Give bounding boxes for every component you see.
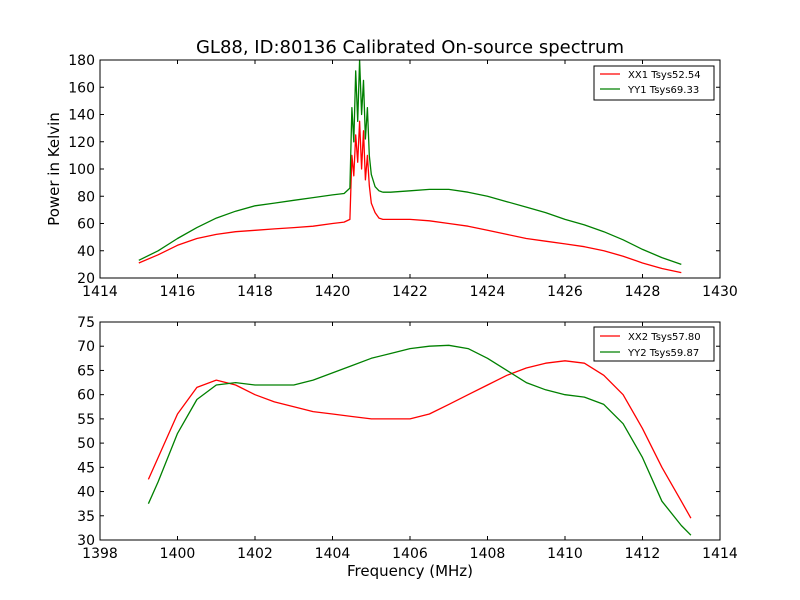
top-series-line-xx1 [138, 120, 682, 274]
bottom-x-tick-label: 1400 [160, 546, 196, 562]
bottom-y-tick-label: 35 [77, 509, 95, 525]
top-legend-label-yy1: YY1 Tsys69.33 [627, 85, 699, 96]
top-x-tick-label: 1422 [392, 284, 428, 300]
y-axis-label: Power in Kelvin [45, 112, 63, 226]
top-y-tick-label: 20 [77, 271, 95, 287]
top-x-tick-label: 1426 [547, 284, 583, 300]
bottom-legend-label-yy2: YY2 Tsys59.87 [627, 348, 699, 359]
bottom-x-tick-label: 1402 [237, 546, 273, 562]
bottom-y-tick-label: 45 [77, 460, 95, 476]
bottom-x-tick-label: 1414 [702, 546, 738, 562]
top-y-tick-label: 80 [77, 189, 95, 205]
bottom-x-tick-label: 1410 [547, 546, 583, 562]
top-y-tick-label: 180 [68, 53, 95, 69]
top-legend-label-xx1: XX1 Tsys52.54 [628, 70, 701, 81]
bottom-y-tick-label: 50 [77, 436, 95, 452]
top-ticks: 1414 1416 1418 1420 1422 1424 1426 1428 1430 20 40… [68, 53, 738, 300]
top-legend-box [593, 65, 715, 101]
top-y-tick-label: 100 [68, 162, 95, 178]
bottom-y-tick-label: 65 [77, 363, 95, 379]
top-x-tick-label: 1416 [160, 284, 196, 300]
top-legend: XX1 Tsys52.54 YY1 Tsys69.33 [593, 65, 715, 101]
top-x-tick-label: 1414 [82, 284, 118, 300]
top-y-tick-label: 60 [77, 217, 95, 233]
bottom-y-tick-label: 70 [77, 339, 95, 355]
top-y-tick-label: 160 [68, 80, 95, 96]
top-x-tick-label: 1428 [625, 284, 661, 300]
bottom-x-tick-label: 1406 [392, 546, 428, 562]
bottom-x-tick-label: 1398 [82, 546, 118, 562]
bottom-y-tick-label: 60 [77, 388, 95, 404]
bottom-legend-box [593, 326, 715, 362]
top-x-tick-label: 1424 [470, 284, 506, 300]
bottom-y-tick-label: 30 [77, 533, 95, 549]
top-y-tick-label: 140 [68, 108, 95, 124]
bottom-series-line-yy2 [147, 344, 692, 536]
bottom-panel: 1398 1400 1402 1404 1406 1408 1410 1412 1414 30 35… [77, 315, 738, 562]
bottom-y-tick-label: 75 [77, 315, 95, 331]
bottom-series-lines [147, 344, 692, 536]
bottom-y-tick-label: 40 [77, 485, 95, 501]
top-x-tick-label: 1418 [237, 284, 273, 300]
bottom-x-tick-label: 1408 [470, 546, 506, 562]
bottom-series-line-xx2 [147, 360, 692, 519]
bottom-x-tick-label: 1404 [315, 546, 351, 562]
bottom-x-tick-label: 1412 [625, 546, 661, 562]
top-plot-frame [99, 59, 721, 279]
bottom-legend: XX2 Tsys57.80 YY2 Tsys59.87 [593, 326, 715, 362]
top-panel: 1414 1416 1418 1420 1422 1424 1426 1428 1430 20 40… [68, 53, 738, 300]
top-y-tick-label: 40 [77, 244, 95, 260]
top-series-lines [138, 59, 682, 274]
bottom-legend-label-xx2: XX2 Tsys57.80 [628, 332, 701, 343]
bottom-y-tick-label: 55 [77, 412, 95, 428]
chart-title: GL88, ID:80136 Calibrated On-source spec… [196, 37, 624, 58]
top-x-tick-label: 1430 [702, 284, 738, 300]
bottom-plot-frame [99, 321, 721, 541]
top-x-tick-label: 1420 [315, 284, 351, 300]
top-y-tick-label: 120 [68, 135, 95, 151]
top-series-line-yy1 [138, 59, 682, 266]
bottom-ticks: 1398 1400 1402 1404 1406 1408 1410 1412 1414 30 35… [77, 315, 738, 562]
x-axis-label: Frequency (MHz) [347, 562, 473, 580]
